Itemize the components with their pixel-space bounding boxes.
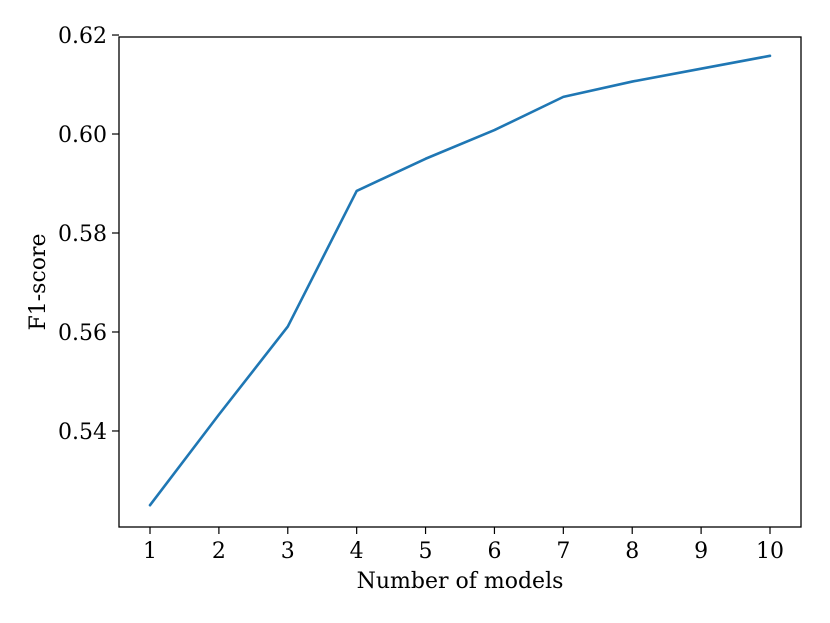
series-line <box>148 54 772 507</box>
y-tick-label: 0.54 <box>58 420 107 445</box>
y-axis-label: F1-score <box>26 233 51 330</box>
plot-frame <box>118 36 802 528</box>
x-tick-label: 5 <box>419 539 433 564</box>
x-axis-label: Number of models <box>357 569 564 594</box>
x-tick-label: 3 <box>281 539 295 564</box>
x-tick-label: 10 <box>756 539 784 564</box>
y-tick-label: 0.58 <box>58 222 107 247</box>
x-tick-label: 1 <box>143 539 157 564</box>
x-tick-label: 8 <box>625 539 639 564</box>
x-tick-label: 7 <box>556 539 570 564</box>
y-tick-label: 0.62 <box>58 24 107 49</box>
x-tick-label: 6 <box>487 539 501 564</box>
y-tick-label: 0.56 <box>58 321 107 346</box>
ticks-layer: 1 2 3 4 5 6 7 8 9 10 0.54 0.56 0.58 0.60 0.62 <box>58 24 784 564</box>
x-tick-label: 9 <box>694 539 708 564</box>
x-tick-label: 2 <box>212 539 226 564</box>
y-tick-label: 0.60 <box>58 123 107 148</box>
x-tick-label: 4 <box>350 539 364 564</box>
